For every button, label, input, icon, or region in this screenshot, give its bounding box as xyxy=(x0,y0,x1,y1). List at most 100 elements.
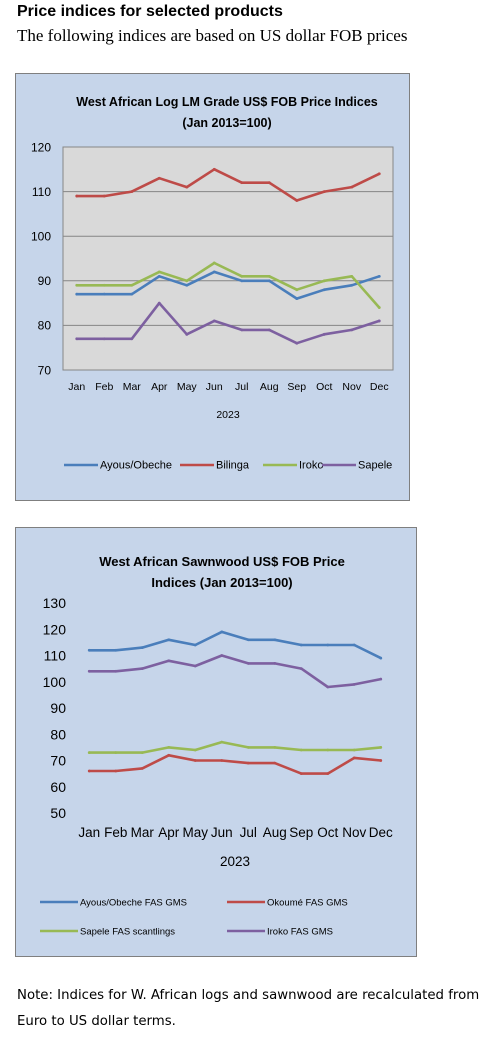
x-tick-label: Nov xyxy=(342,825,366,840)
series-line xyxy=(88,654,383,689)
x-tick-label: Jan xyxy=(68,381,85,393)
data-point xyxy=(185,279,189,283)
data-point xyxy=(220,654,224,657)
series-line xyxy=(88,740,383,754)
data-point xyxy=(220,740,224,744)
data-point xyxy=(299,772,303,776)
x-tick-label: Feb xyxy=(95,381,113,393)
x-tick-label: Dec xyxy=(369,825,393,840)
x-tick-label: Nov xyxy=(342,381,361,393)
x-tick-label: Apr xyxy=(158,825,180,840)
x-tick-label: Dec xyxy=(370,381,389,393)
data-point xyxy=(167,659,171,663)
footnote: Note: Indices for W. African logs and sa… xyxy=(17,988,480,1029)
y-tick-label: 130 xyxy=(43,595,67,611)
data-point xyxy=(326,748,330,752)
data-point xyxy=(273,761,277,765)
x-tick-label: Aug xyxy=(260,381,279,393)
x-tick-label: Mar xyxy=(131,825,155,840)
data-point xyxy=(75,194,79,198)
data-point xyxy=(299,643,303,647)
data-point xyxy=(295,341,299,345)
data-point xyxy=(377,172,381,176)
data-point xyxy=(220,759,224,762)
data-point xyxy=(87,751,91,755)
x-tick-label: Feb xyxy=(104,825,127,840)
data-point xyxy=(102,337,106,341)
legend-label: Sapele FAS scantlings xyxy=(80,927,175,938)
data-point xyxy=(295,297,299,301)
data-point xyxy=(352,748,356,752)
data-point xyxy=(212,270,216,274)
data-point xyxy=(322,332,326,336)
series-line xyxy=(88,630,383,660)
data-point xyxy=(267,279,271,283)
x-tick-label: Jul xyxy=(235,381,248,393)
y-tick-label: 60 xyxy=(50,779,66,795)
data-point xyxy=(240,328,244,332)
legend-label: Sapele xyxy=(358,460,392,472)
data-point xyxy=(193,759,197,762)
data-point xyxy=(185,185,189,189)
plot-area xyxy=(62,146,394,371)
data-point xyxy=(87,769,91,773)
y-tick-label: 70 xyxy=(38,363,52,377)
data-point xyxy=(157,301,161,305)
x-tick-label: Sep xyxy=(289,825,313,840)
y-tick-label: 100 xyxy=(31,230,51,244)
data-point xyxy=(140,751,144,755)
data-point xyxy=(140,667,144,671)
x-tick-label: Sep xyxy=(287,381,306,393)
data-point xyxy=(246,745,250,749)
x-tick-label: Oct xyxy=(316,381,332,393)
log-price-index-chart: West African Log LM Grade US$ FOB Price … xyxy=(15,73,410,501)
data-point xyxy=(240,279,244,283)
data-point xyxy=(157,274,161,278)
data-point xyxy=(75,283,79,287)
data-point xyxy=(299,667,303,671)
series-line xyxy=(75,270,381,300)
data-point xyxy=(157,270,161,274)
data-point xyxy=(87,669,91,673)
x-tick-label: Jan xyxy=(78,825,100,840)
data-point xyxy=(102,283,106,287)
data-point xyxy=(322,279,326,283)
x-tick-label: Jun xyxy=(211,825,233,840)
data-point xyxy=(299,748,303,752)
chart-title: Indices (Jan 2013=100) xyxy=(151,575,292,590)
data-point xyxy=(295,199,299,202)
y-tick-label: 110 xyxy=(44,648,67,664)
data-point xyxy=(246,761,250,765)
data-point xyxy=(193,664,197,668)
data-point xyxy=(350,274,354,278)
data-point xyxy=(185,332,189,336)
data-point xyxy=(114,669,118,673)
x-tick-label: Aug xyxy=(263,825,287,840)
data-point xyxy=(352,643,356,647)
data-point xyxy=(246,661,250,665)
data-point xyxy=(130,190,134,193)
x-tick-label: Apr xyxy=(151,381,168,393)
data-point xyxy=(267,328,271,332)
legend-label: Iroko xyxy=(299,460,323,472)
y-tick-label: 120 xyxy=(43,621,67,637)
legend-label: Ayous/Obeche xyxy=(100,460,172,472)
y-tick-label: 90 xyxy=(38,274,52,288)
y-tick-label: 70 xyxy=(50,753,66,769)
data-point xyxy=(379,745,383,749)
x-tick-label: Jun xyxy=(206,381,223,393)
data-point xyxy=(130,292,134,296)
series-line xyxy=(75,168,381,202)
data-point xyxy=(114,769,118,773)
data-point xyxy=(273,745,277,749)
y-tick-label: 120 xyxy=(31,140,51,154)
page-subheading: The following indices are based on US do… xyxy=(17,26,408,45)
data-point xyxy=(102,194,106,198)
data-point xyxy=(377,274,381,278)
y-tick-label: 80 xyxy=(38,319,52,333)
y-tick-label: 110 xyxy=(32,185,51,199)
legend-label: Bilinga xyxy=(216,460,250,472)
chart-title: West African Log LM Grade US$ FOB Price … xyxy=(76,95,378,109)
sawnwood-price-index-chart-svg: West African Sawnwood US$ FOB Price Indic… xyxy=(40,554,393,938)
data-point xyxy=(322,190,326,193)
